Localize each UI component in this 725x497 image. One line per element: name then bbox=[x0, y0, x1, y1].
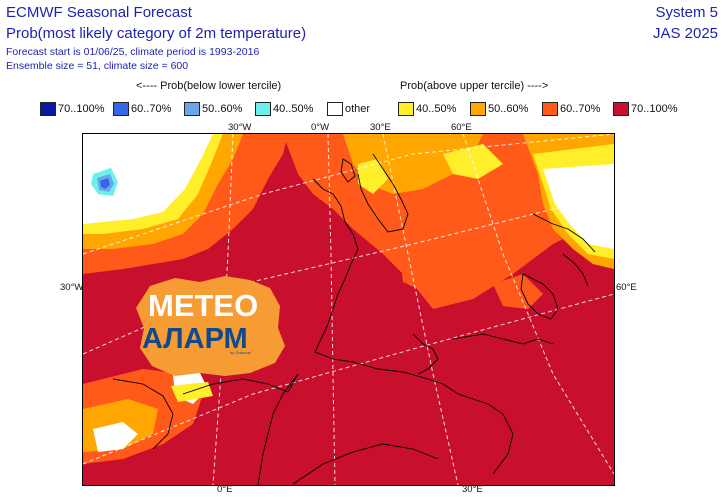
ne-neutral-area bbox=[543, 164, 614, 249]
graticule-line bbox=[327, 134, 336, 485]
legend-swatch bbox=[470, 102, 486, 116]
lat-label-left: 30°W bbox=[60, 282, 84, 293]
legend-label: 70..100% bbox=[58, 103, 105, 115]
legend-swatch bbox=[613, 102, 629, 116]
forecast-title: ECMWF Seasonal Forecast bbox=[6, 4, 192, 21]
legend-item: 50..60% bbox=[184, 101, 242, 117]
legend-label: 50..60% bbox=[488, 103, 529, 115]
below-tercile-60-70 bbox=[100, 178, 110, 189]
season-label: JAS 2025 bbox=[652, 25, 718, 42]
graticule-line bbox=[462, 134, 614, 475]
legend-below-heading: <---- Prob(below lower tercile) bbox=[136, 80, 282, 92]
legend-swatch bbox=[542, 102, 558, 116]
logo-shape bbox=[136, 276, 285, 376]
forecast-start-info: Forecast start is 01/06/25, climate peri… bbox=[6, 46, 260, 58]
legend-label: 70..100% bbox=[631, 103, 678, 115]
legend-item: 40..50% bbox=[255, 101, 313, 117]
legend-swatch bbox=[184, 102, 200, 116]
lon-label-30e: 30°E bbox=[370, 122, 391, 133]
legend-item: 60..70% bbox=[113, 101, 171, 117]
russia-anomaly-60-70 bbox=[401, 259, 435, 289]
graticule-line bbox=[83, 134, 614, 255]
legend-item: 70..100% bbox=[613, 101, 677, 117]
system-label: System 5 bbox=[655, 4, 718, 21]
legend-label: 40..50% bbox=[273, 103, 314, 115]
coastlines bbox=[112, 153, 596, 485]
meteo-alarm-logo: METEO АЛАРМ by Ordonus bbox=[130, 268, 290, 383]
coastline bbox=[412, 333, 439, 375]
graticule-line bbox=[212, 134, 234, 485]
legend-swatch bbox=[398, 102, 414, 116]
coastline bbox=[357, 153, 409, 233]
legend-swatch bbox=[255, 102, 271, 116]
coastline bbox=[112, 378, 174, 450]
coastline bbox=[312, 178, 359, 353]
legend-item: 50..60% bbox=[470, 101, 528, 117]
coastline bbox=[340, 158, 356, 183]
legend-label: 40..50% bbox=[416, 103, 457, 115]
lon-label-60e: 60°E bbox=[451, 122, 472, 133]
legend-label: 50..60% bbox=[202, 103, 243, 115]
logo-text-meteo: METEO bbox=[148, 288, 258, 323]
lon-label-bottom-0: 0°E bbox=[217, 484, 233, 495]
coastline bbox=[452, 333, 554, 345]
legend-item: 40..50% bbox=[398, 101, 456, 117]
lon-label-30w: 30°W bbox=[228, 122, 252, 133]
graticule-line bbox=[83, 293, 614, 465]
legend-swatch bbox=[113, 102, 129, 116]
east-anomaly-60-70 bbox=[493, 274, 543, 309]
ensemble-info: Ensemble size = 51, climate size = 600 bbox=[6, 60, 189, 72]
forecast-subtitle: Prob(most likely category of 2m temperat… bbox=[6, 25, 307, 42]
lon-label-0: 0°W bbox=[311, 122, 330, 133]
logo-tagline: by Ordonus bbox=[230, 350, 251, 355]
azores-anomaly-40-50 bbox=[171, 382, 213, 402]
legend-item: other bbox=[327, 101, 370, 117]
coastline bbox=[182, 373, 299, 395]
lat-label-right: 60°E bbox=[616, 282, 637, 293]
logo-text-alarm: АЛАРМ bbox=[142, 323, 248, 355]
sw-neutral-area bbox=[93, 422, 138, 452]
legend-label: other bbox=[345, 103, 371, 115]
coastline bbox=[292, 443, 439, 485]
north-anomaly-40-50 bbox=[443, 144, 503, 179]
legend-swatch bbox=[40, 102, 56, 116]
coastline bbox=[520, 273, 559, 320]
scandinavia-anomaly-40-50 bbox=[358, 159, 388, 194]
color-legend: 70..100% 60..70% 50..60% 40..50% other 4… bbox=[40, 101, 700, 117]
legend-above-heading: Prob(above upper tercile) ----> bbox=[400, 80, 549, 92]
logo-badge: METEO АЛАРМ by Ordonus bbox=[136, 276, 285, 376]
coastline bbox=[562, 253, 589, 287]
graticule-line bbox=[382, 134, 459, 485]
legend-label: 60..70% bbox=[131, 103, 172, 115]
nw-neutral-area bbox=[83, 134, 213, 224]
lon-label-bottom-30e: 30°E bbox=[462, 484, 483, 495]
legend-item: 60..70% bbox=[542, 101, 600, 117]
coastline bbox=[314, 351, 514, 475]
coastline bbox=[532, 213, 596, 253]
legend-swatch bbox=[327, 102, 343, 116]
legend-item: 70..100% bbox=[40, 101, 104, 117]
legend-label: 60..70% bbox=[560, 103, 601, 115]
